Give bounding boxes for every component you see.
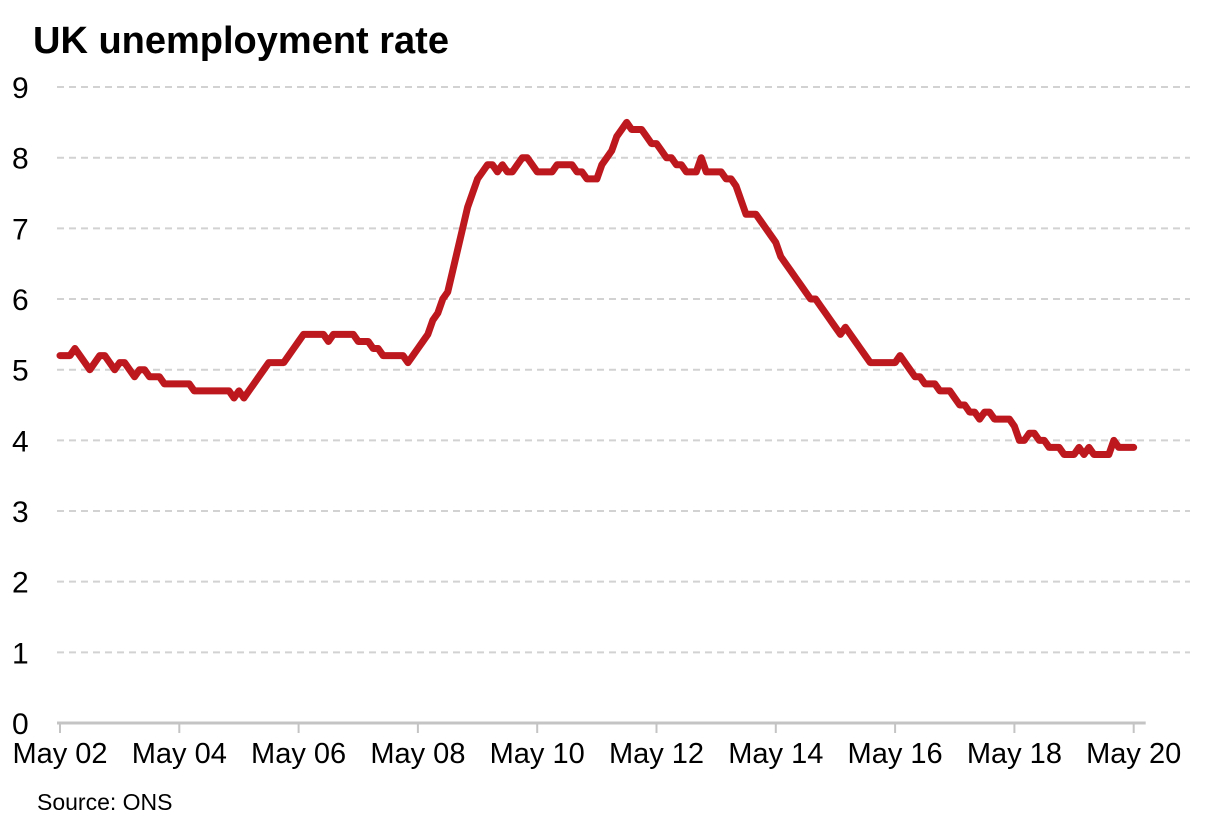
series-line [56, 118, 1138, 458]
y-tick-label: 3 [12, 496, 29, 529]
x-tick-label: May 08 [370, 738, 465, 770]
y-tick-label: 0 [12, 708, 29, 741]
y-tick-label: 1 [12, 637, 29, 670]
x-tick-label: May 02 [12, 738, 107, 770]
x-tick-label: May 10 [490, 738, 585, 770]
y-tick-label: 7 [12, 213, 29, 246]
x-tick-label: May 20 [1086, 738, 1181, 770]
y-tick-label: 2 [12, 567, 29, 600]
chart-title: UK unemployment rate [33, 20, 449, 62]
y-tick-label: 4 [12, 425, 29, 458]
y-tick-label: 5 [12, 355, 29, 388]
x-tick-label: May 06 [251, 738, 346, 770]
y-tick-label: 9 [12, 72, 29, 105]
y-tick-label: 6 [12, 284, 29, 317]
x-tick-label: May 14 [728, 738, 823, 770]
y-tick-label: 8 [12, 143, 29, 176]
x-tick-label: May 18 [967, 738, 1062, 770]
x-tick-label: May 16 [848, 738, 943, 770]
x-tick-label: May 04 [132, 738, 227, 770]
source-note: Source: ONS [37, 789, 173, 815]
x-tick-label: May 12 [609, 738, 704, 770]
